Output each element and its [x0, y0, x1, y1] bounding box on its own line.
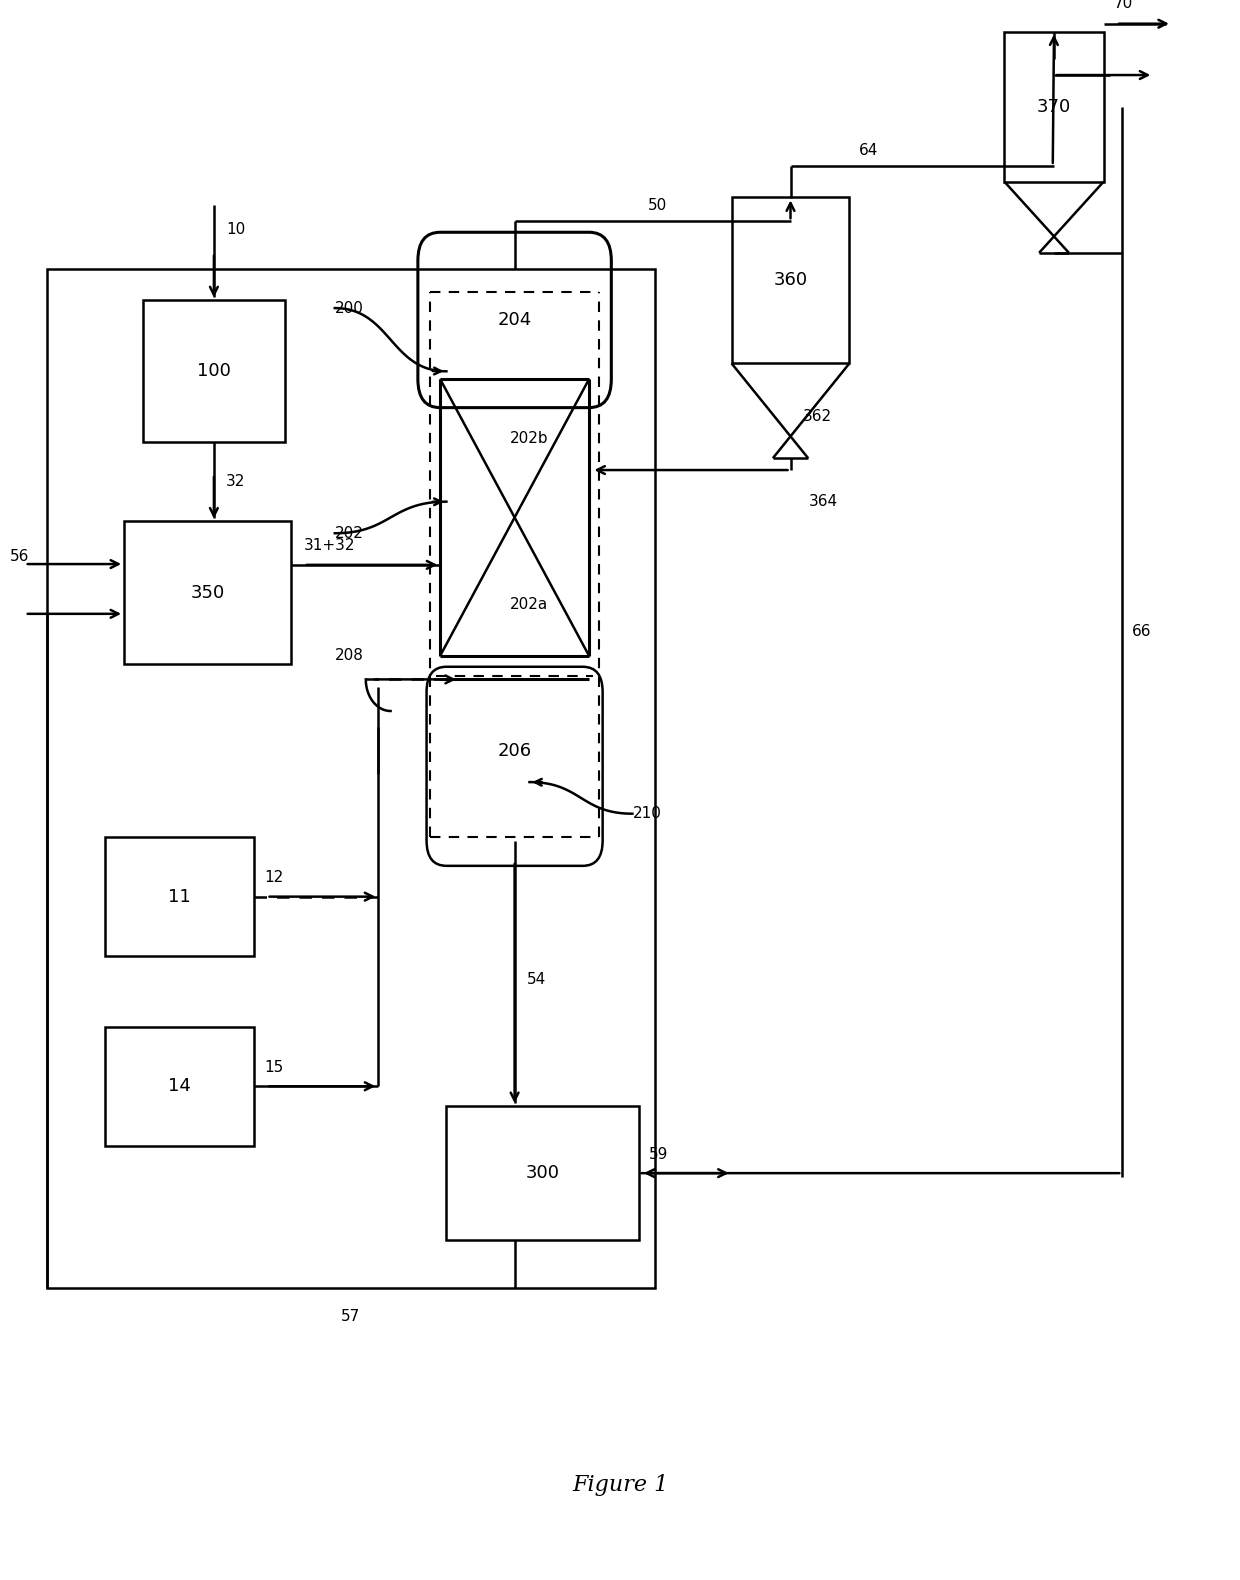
- Text: 56: 56: [10, 550, 30, 564]
- Text: 202: 202: [335, 526, 363, 540]
- Text: 11: 11: [169, 888, 191, 905]
- Text: Figure 1: Figure 1: [572, 1474, 668, 1496]
- Text: 362: 362: [804, 409, 832, 423]
- Text: 15: 15: [264, 1060, 284, 1074]
- Bar: [732, 198, 849, 363]
- Bar: [47, 269, 655, 1288]
- Text: 64: 64: [859, 142, 879, 158]
- Text: 100: 100: [197, 362, 231, 381]
- Bar: [143, 300, 285, 442]
- Text: 32: 32: [227, 474, 246, 490]
- Bar: [446, 1106, 639, 1240]
- Text: 70: 70: [1114, 0, 1133, 11]
- Bar: [1004, 32, 1104, 182]
- Text: 12: 12: [264, 871, 284, 885]
- Text: 364: 364: [808, 495, 838, 509]
- Bar: [105, 837, 254, 956]
- Text: 66: 66: [1132, 624, 1152, 640]
- Text: 59: 59: [649, 1147, 668, 1161]
- Text: 202a: 202a: [511, 597, 548, 611]
- Text: 200: 200: [335, 300, 363, 316]
- Text: 50: 50: [647, 198, 667, 213]
- Text: 54: 54: [527, 972, 547, 988]
- Text: 57: 57: [341, 1308, 361, 1324]
- Text: 204: 204: [497, 311, 532, 329]
- Text: 360: 360: [774, 272, 807, 289]
- Text: 300: 300: [526, 1164, 559, 1182]
- Text: 202b: 202b: [510, 431, 549, 446]
- Text: 206: 206: [497, 741, 532, 760]
- Text: 31+32: 31+32: [304, 539, 356, 553]
- Text: 208: 208: [335, 648, 363, 664]
- Text: 210: 210: [632, 806, 661, 822]
- Bar: [124, 521, 291, 664]
- Text: 350: 350: [191, 583, 224, 602]
- Bar: [105, 1027, 254, 1146]
- Text: 10: 10: [227, 221, 246, 237]
- Text: 14: 14: [169, 1078, 191, 1095]
- Text: 370: 370: [1037, 98, 1071, 115]
